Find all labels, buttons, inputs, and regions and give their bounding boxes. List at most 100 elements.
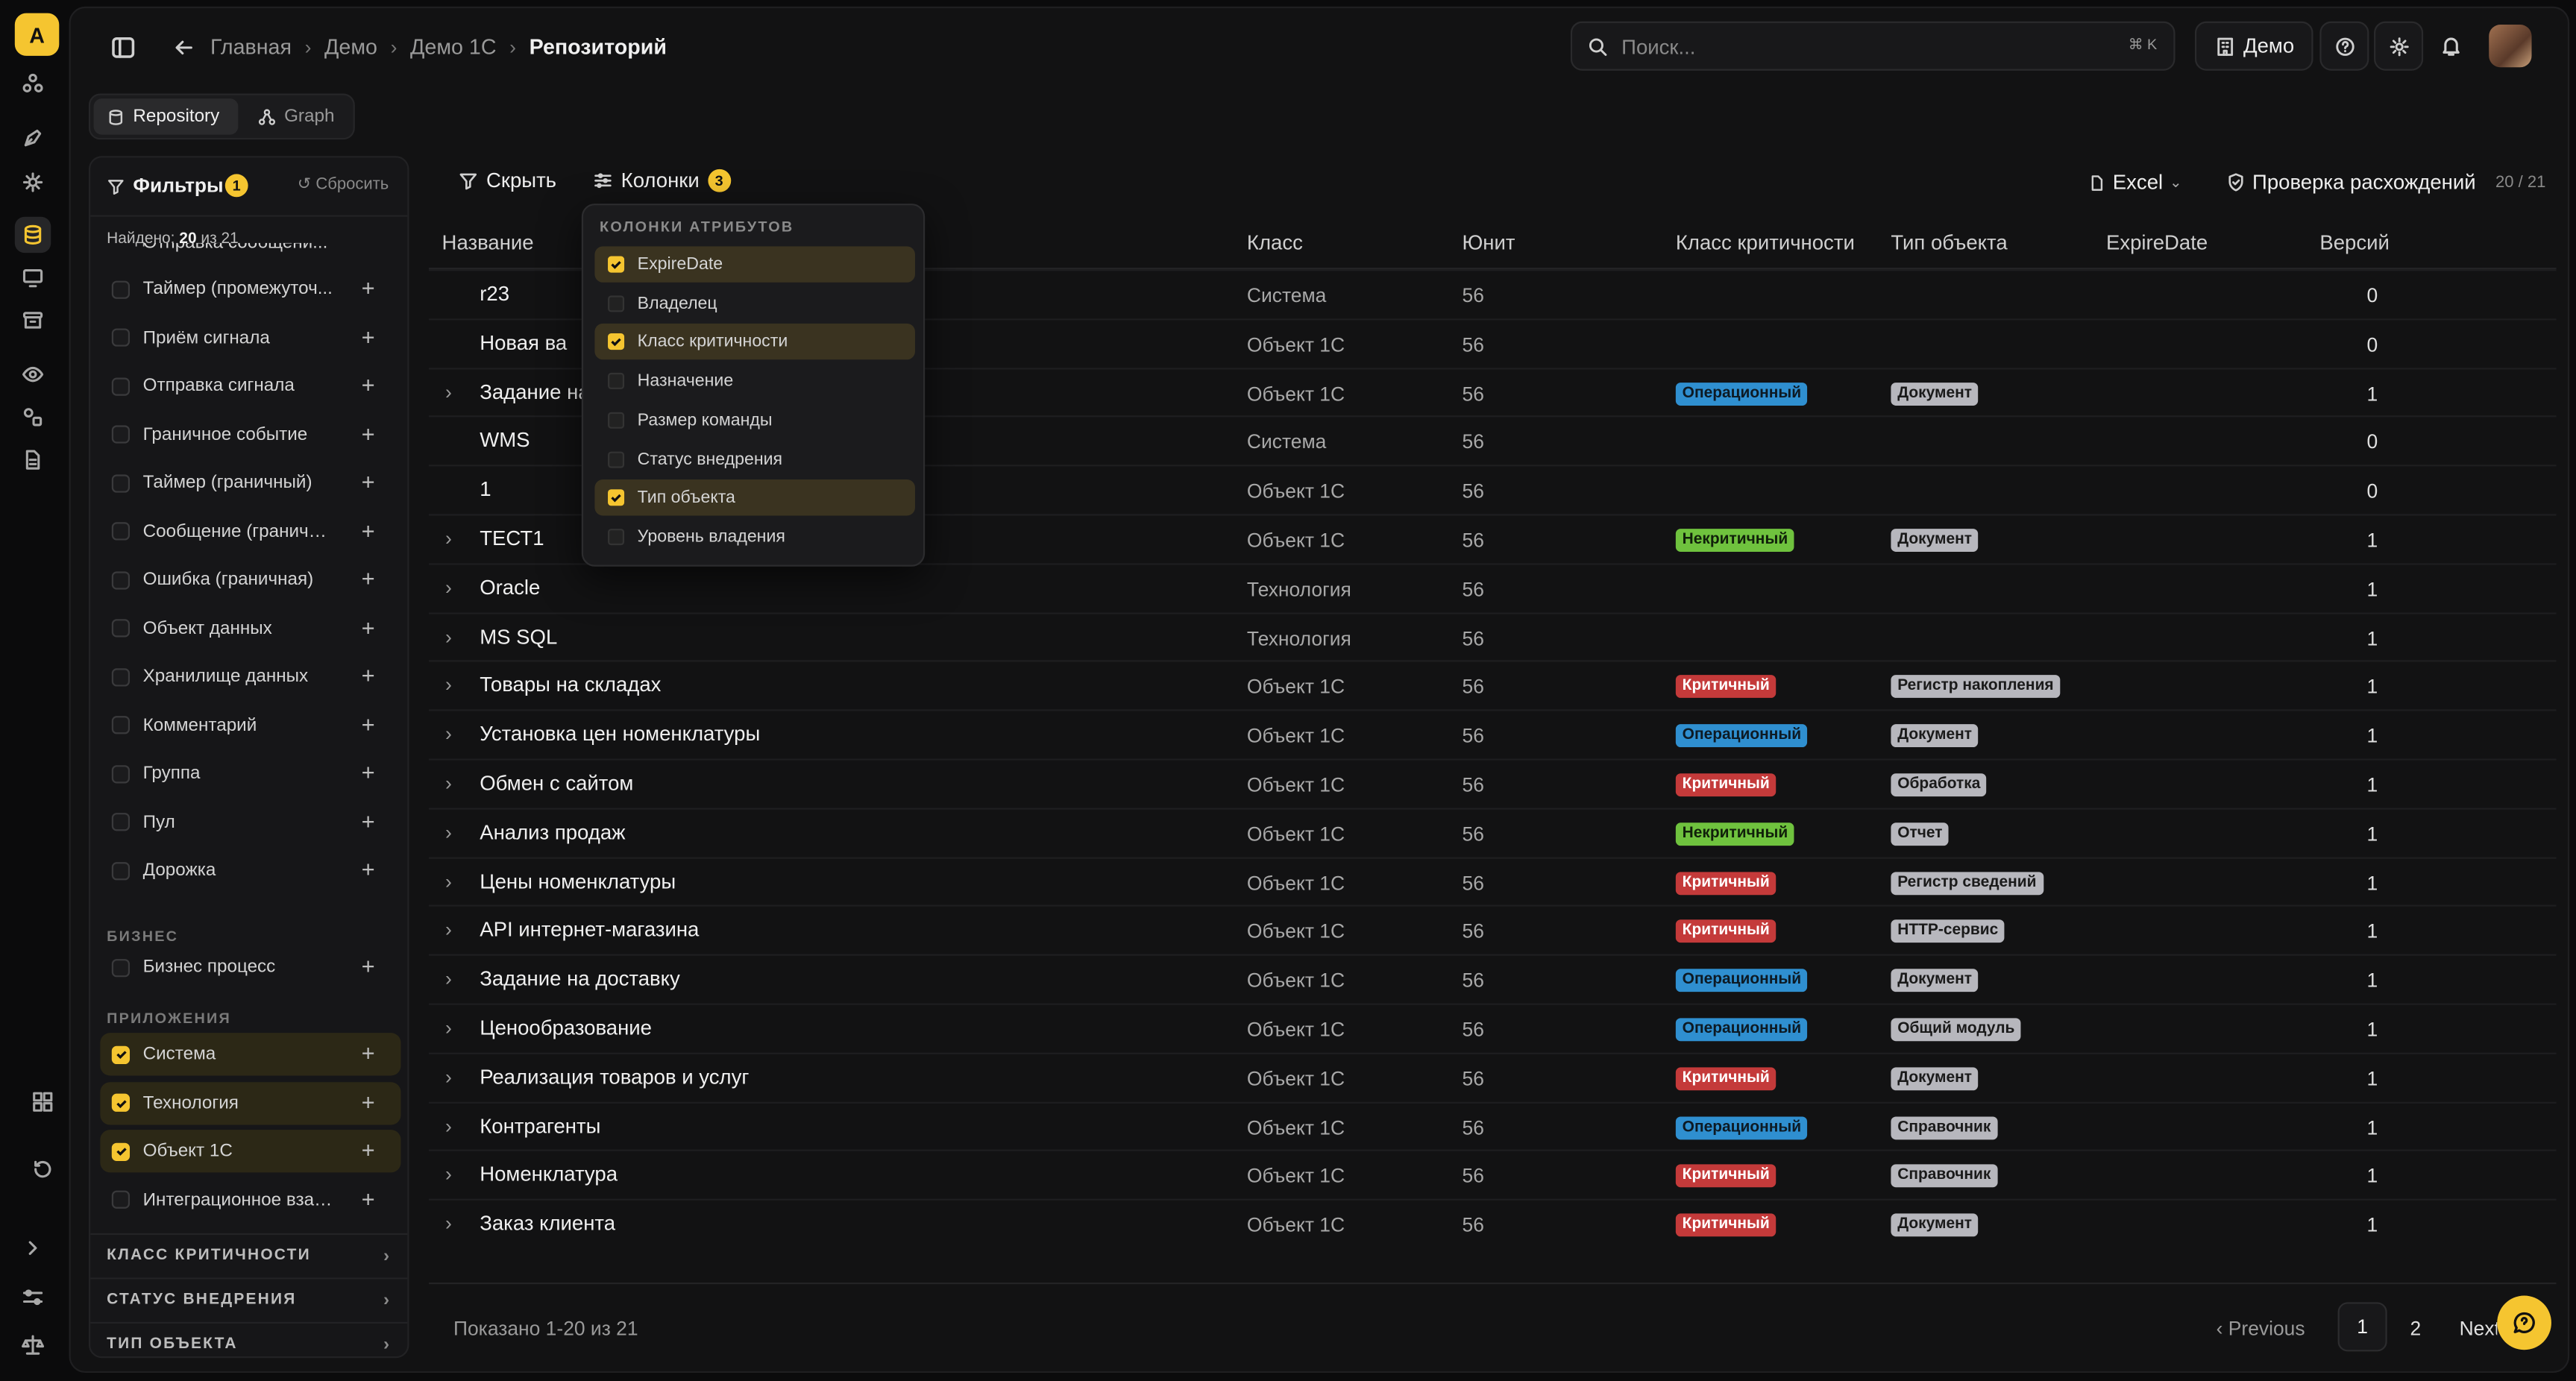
plus-icon[interactable]: + — [361, 1136, 375, 1163]
column-checkbox[interactable] — [608, 256, 625, 273]
page-2-button[interactable]: 2 — [2410, 1317, 2422, 1340]
hide-button[interactable]: Скрыть — [459, 169, 556, 192]
plus-icon[interactable]: + — [361, 661, 375, 688]
table-row[interactable]: › Обмен с сайтом Объект 1С 56 Критичный Обраб… — [428, 758, 2557, 808]
header-unit[interactable]: Юнит — [1462, 231, 1515, 255]
monitor-icon[interactable] — [15, 259, 51, 295]
table-row[interactable]: › Задание на доставку Объект 1С 56 Операцион… — [428, 954, 2557, 1004]
header-expiredate[interactable]: ExpireDate — [2105, 231, 2208, 255]
column-option[interactable]: Владелец — [594, 285, 915, 321]
chat-help-button[interactable] — [2497, 1295, 2551, 1350]
plus-icon[interactable]: + — [361, 274, 375, 301]
table-row[interactable]: 1 Объект 1С 56 0 — [428, 465, 2557, 515]
table-row[interactable]: › Реализация товаров и услуг Объект 1С 56 Кр… — [428, 1052, 2557, 1101]
breadcrumb-demo[interactable]: Демо — [324, 34, 377, 60]
integrations-icon[interactable] — [15, 66, 51, 101]
plus-icon[interactable]: + — [361, 613, 375, 640]
filter-item[interactable]: Сообщение (граничн... + — [90, 510, 407, 553]
user-logo[interactable]: A — [14, 13, 60, 56]
table-row[interactable]: › ТЕСТ1 Объект 1С 56 Некритичный Документ 1 — [428, 514, 2557, 563]
sidebar-toggle-icon[interactable] — [110, 34, 136, 60]
header-object-type[interactable]: Тип объекта — [1891, 231, 2008, 255]
excel-export-button[interactable]: Excel ⌄ — [2088, 171, 2182, 194]
chevron-right-icon[interactable]: › — [444, 967, 452, 991]
filters-reset-button[interactable]: ↺ Сбросить — [297, 175, 389, 194]
database-icon[interactable] — [14, 216, 51, 254]
accordion-object-type[interactable]: ТИП ОБЪЕКТА › — [90, 1321, 408, 1356]
previous-button[interactable]: ‹ Previous — [2216, 1317, 2305, 1340]
filter-checkbox[interactable] — [111, 764, 131, 783]
chevron-right-icon[interactable]: › — [444, 1114, 452, 1138]
column-checkbox[interactable] — [608, 528, 625, 545]
filter-checkbox[interactable] — [111, 1045, 131, 1063]
column-option[interactable]: Тип объекта — [594, 479, 915, 516]
row-name[interactable]: Задание на доставку — [480, 967, 680, 991]
chevron-right-icon[interactable]: › — [444, 673, 452, 697]
plus-icon[interactable]: + — [361, 322, 375, 349]
plus-icon[interactable]: + — [361, 710, 375, 737]
chevron-right-icon[interactable]: › — [444, 1016, 452, 1039]
pen-icon[interactable] — [15, 120, 51, 156]
eye-icon[interactable] — [15, 356, 51, 392]
row-name[interactable]: Реализация товаров и услуг — [480, 1065, 750, 1089]
filter-checkbox[interactable] — [111, 425, 131, 444]
row-name[interactable]: ТЕСТ1 — [480, 526, 544, 550]
archive-icon[interactable] — [15, 302, 51, 338]
workspace-button[interactable]: Демо — [2194, 21, 2313, 71]
chevron-right-icon[interactable]: › — [444, 1212, 452, 1236]
table-row[interactable]: WMS Система 56 0 — [428, 416, 2557, 465]
filter-item[interactable]: Пул + — [90, 801, 407, 843]
chevron-right-icon[interactable]: › — [444, 918, 452, 942]
row-name[interactable]: Oracle — [480, 576, 541, 600]
filter-checkbox[interactable] — [111, 1093, 131, 1112]
shapes-icon[interactable] — [15, 399, 51, 435]
filter-item[interactable]: Технология + — [100, 1081, 401, 1124]
table-row[interactable]: › Задание на Объект 1С 56 Операционный Докуме… — [428, 367, 2557, 416]
row-name[interactable]: Номенклатура — [480, 1163, 618, 1186]
tab-repository[interactable]: Repository — [93, 98, 239, 135]
row-name[interactable]: WMS — [480, 429, 530, 453]
filter-item[interactable]: Приём сигнала + — [90, 316, 407, 359]
table-row[interactable]: › Товары на складах Объект 1С 56 Критичный Ре… — [428, 661, 2557, 710]
column-checkbox[interactable] — [608, 333, 625, 350]
table-row[interactable]: › Заказ клиента Объект 1С 56 Критичный Докуме… — [428, 1199, 2557, 1248]
column-checkbox[interactable] — [608, 295, 625, 312]
filter-item[interactable]: Таймер (промежуточ... + — [90, 268, 407, 310]
table-row[interactable]: r23 Система 56 0 — [428, 269, 2557, 318]
plus-icon[interactable]: + — [361, 855, 375, 882]
column-checkbox[interactable] — [608, 373, 625, 390]
filter-item[interactable]: Система + — [100, 1033, 401, 1076]
table-row[interactable]: › MS SQL Технология 56 1 — [428, 611, 2557, 661]
chevron-right-icon[interactable]: › — [444, 526, 452, 550]
filter-checkbox[interactable] — [111, 570, 131, 589]
filter-item[interactable]: Комментарий + — [90, 704, 407, 746]
expand-icon[interactable] — [15, 1230, 51, 1265]
plus-icon[interactable]: + — [361, 564, 375, 591]
plus-icon[interactable]: + — [361, 1184, 375, 1212]
table-row[interactable]: › Установка цен номенклатуры Объект 1С 56 Оп… — [428, 709, 2557, 759]
row-name[interactable]: Новая ва — [480, 331, 568, 355]
breadcrumb-home[interactable]: Главная — [210, 34, 292, 60]
filter-item[interactable]: Граничное событие + — [90, 413, 407, 456]
filter-item[interactable]: Таймер (граничный) + — [90, 462, 407, 504]
next-button[interactable]: Next — [2459, 1317, 2498, 1340]
page-1-button[interactable]: 1 — [2337, 1302, 2387, 1352]
settings-icon[interactable] — [15, 164, 51, 200]
row-name[interactable]: Товары на складах — [480, 673, 662, 697]
tab-graph[interactable]: Graph — [245, 98, 350, 134]
filter-item[interactable]: Ошибка (граничная) + — [90, 559, 407, 601]
row-name[interactable]: Цены номенклатуры — [480, 869, 676, 893]
balance-icon[interactable] — [15, 1327, 51, 1362]
columns-button[interactable]: Колонки 3 — [593, 169, 731, 192]
table-row[interactable]: Новая ва Объект 1С 56 0 — [428, 318, 2557, 368]
chevron-right-icon[interactable]: › — [444, 1163, 452, 1186]
filter-checkbox[interactable] — [111, 957, 131, 977]
column-checkbox[interactable] — [608, 450, 625, 468]
chevron-right-icon[interactable]: › — [444, 820, 452, 844]
table-row[interactable]: › API интернет-магазина Объект 1С 56 Критичн… — [428, 905, 2557, 954]
help-button[interactable] — [2319, 21, 2369, 71]
chevron-right-icon[interactable]: › — [444, 723, 452, 746]
plus-icon[interactable]: + — [361, 807, 375, 834]
chevron-right-icon[interactable]: › — [444, 380, 452, 403]
plus-icon[interactable]: + — [361, 1087, 375, 1115]
